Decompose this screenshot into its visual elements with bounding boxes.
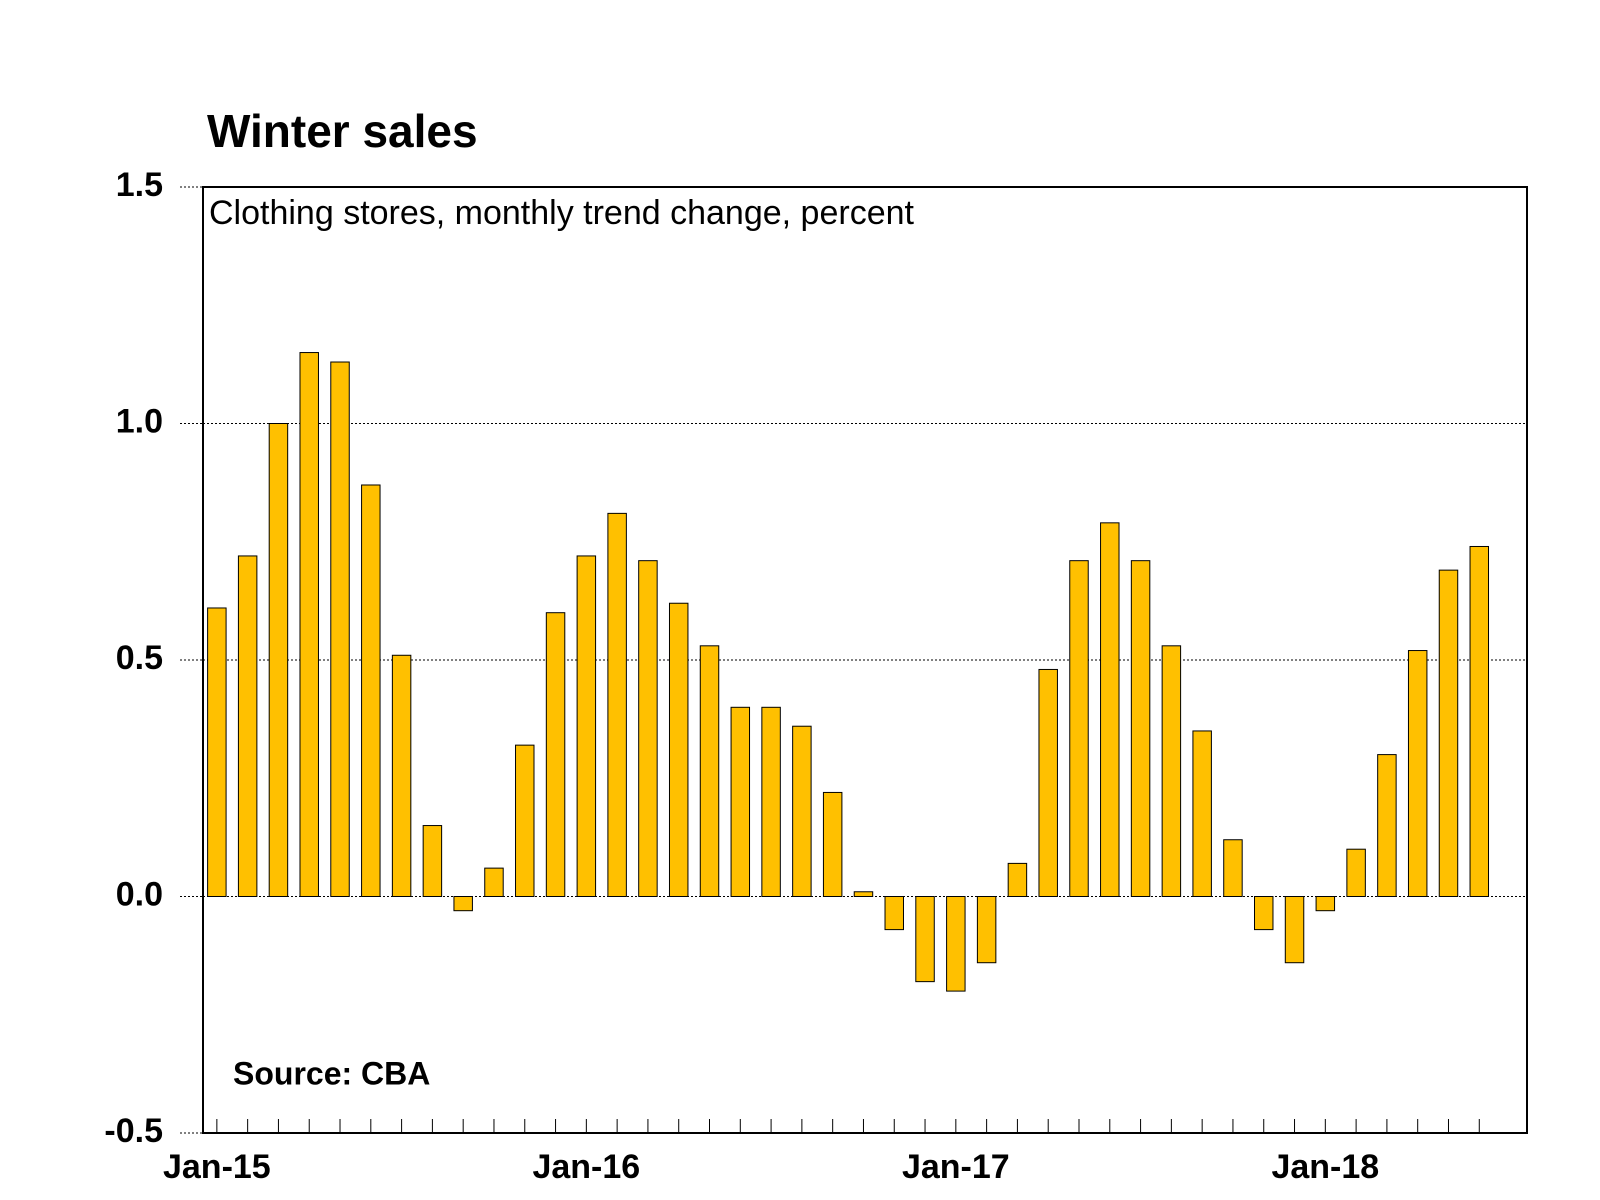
bar [545, 612, 566, 897]
x-tick-label: Jan-15 [163, 1148, 271, 1186]
bar [299, 352, 319, 897]
bar [822, 791, 843, 897]
bar [237, 555, 258, 897]
bar [361, 484, 381, 897]
bar [607, 512, 627, 897]
x-tick-label: Jan-18 [1271, 1148, 1379, 1186]
bar [1407, 650, 1428, 897]
bar [1100, 522, 1120, 898]
bar [453, 896, 473, 912]
subtitle: Clothing stores, monthly trend change, p… [209, 194, 915, 232]
bar [515, 744, 535, 898]
bar [915, 896, 935, 983]
bar [699, 645, 720, 897]
chart-title: Winter sales [207, 105, 478, 157]
bar [853, 891, 874, 898]
bar [1161, 645, 1182, 897]
bar [1284, 896, 1305, 964]
bar [1377, 754, 1397, 897]
bar [1130, 560, 1151, 897]
bar [484, 867, 504, 897]
y-tick-label: 0.0 [116, 875, 163, 913]
bar [730, 706, 751, 897]
bar [391, 654, 412, 898]
bar [638, 560, 658, 897]
bar [668, 602, 689, 897]
y-tick-label: 1.0 [116, 402, 163, 440]
bar [946, 896, 966, 992]
bar [1069, 560, 1089, 897]
bar [1346, 848, 1366, 898]
y-tick-label: 0.5 [116, 639, 163, 677]
source-note: Source: CBA [233, 1055, 430, 1091]
bar [422, 825, 443, 897]
bar [576, 555, 597, 897]
bar [976, 896, 997, 964]
bar [792, 725, 812, 897]
bar [1254, 896, 1274, 931]
bar [1223, 839, 1243, 897]
bar [268, 423, 289, 897]
x-tick-label: Jan-17 [902, 1148, 1010, 1186]
bar [1192, 730, 1212, 898]
bar [207, 607, 227, 897]
bar [884, 896, 904, 931]
bar [1038, 668, 1058, 898]
plot-frame [202, 186, 1528, 1134]
bar [1438, 569, 1459, 897]
bar [1007, 862, 1028, 898]
bar [1469, 545, 1490, 897]
y-tick-label: -0.5 [104, 1112, 163, 1150]
y-tick-label: 1.5 [116, 166, 163, 204]
bar [1315, 896, 1336, 912]
bar [761, 706, 781, 897]
x-tick-label: Jan-16 [532, 1148, 640, 1186]
bar [330, 361, 350, 897]
